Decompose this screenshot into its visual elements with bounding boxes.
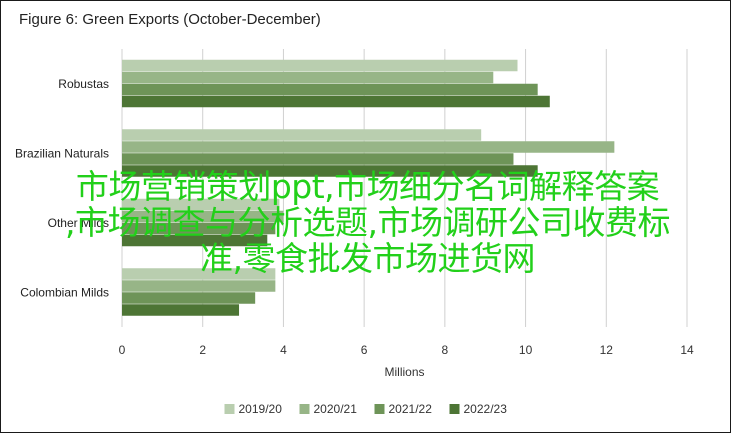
bar (122, 304, 240, 316)
bar (122, 153, 514, 165)
overlay-line: ,市场调查与分析选题,市场调研公司收费标 (65, 203, 670, 242)
bar (122, 292, 256, 304)
legend-label: 2020/21 (314, 402, 358, 416)
overlay-watermark-text: 市场营销策划ppt,市场细分名词解释答案 ,市场调查与分析选题,市场调研公司收费… (1, 169, 733, 277)
x-tick-label: 10 (519, 343, 533, 357)
category-label: Robustas (58, 77, 109, 91)
overlay-line: 市场营销策划ppt,市场细分名词解释答案 (75, 167, 660, 206)
chart-title: Figure 6: Green Exports (October-Decembe… (19, 11, 321, 28)
bar (122, 141, 615, 153)
x-tick-label: 14 (680, 343, 694, 357)
x-tick-label: 2 (199, 343, 206, 357)
legend-swatch (449, 404, 460, 414)
category-label: Other Milds (48, 216, 109, 230)
x-tick-label: 4 (280, 343, 287, 357)
bar (122, 59, 518, 72)
legend-label: 2021/22 (389, 402, 433, 416)
legend-swatch (224, 404, 235, 414)
x-tick-label: 6 (361, 343, 368, 357)
bar (122, 83, 538, 96)
bar (122, 268, 276, 280)
bar (122, 129, 482, 141)
x-tick-label: 0 (119, 343, 126, 357)
bar (122, 165, 538, 177)
legend-label: 2022/23 (464, 402, 508, 416)
bar (122, 222, 276, 235)
overlay-line: 准,零食批发市场进货网 (200, 239, 536, 278)
x-tick-label: 8 (442, 343, 449, 357)
category-label: Brazilian Naturals (15, 146, 109, 160)
legend-swatch (374, 404, 385, 414)
bar (122, 280, 276, 292)
bar (122, 198, 280, 211)
bar (122, 95, 550, 108)
bar (122, 210, 284, 223)
bar (122, 71, 494, 84)
x-tick-label: 12 (600, 343, 614, 357)
legend-label: 2019/20 (239, 402, 283, 416)
bar (122, 234, 268, 247)
legend-swatch (299, 404, 310, 414)
category-label: Colombian Milds (20, 285, 109, 299)
x-axis-label: Millions (384, 365, 424, 379)
